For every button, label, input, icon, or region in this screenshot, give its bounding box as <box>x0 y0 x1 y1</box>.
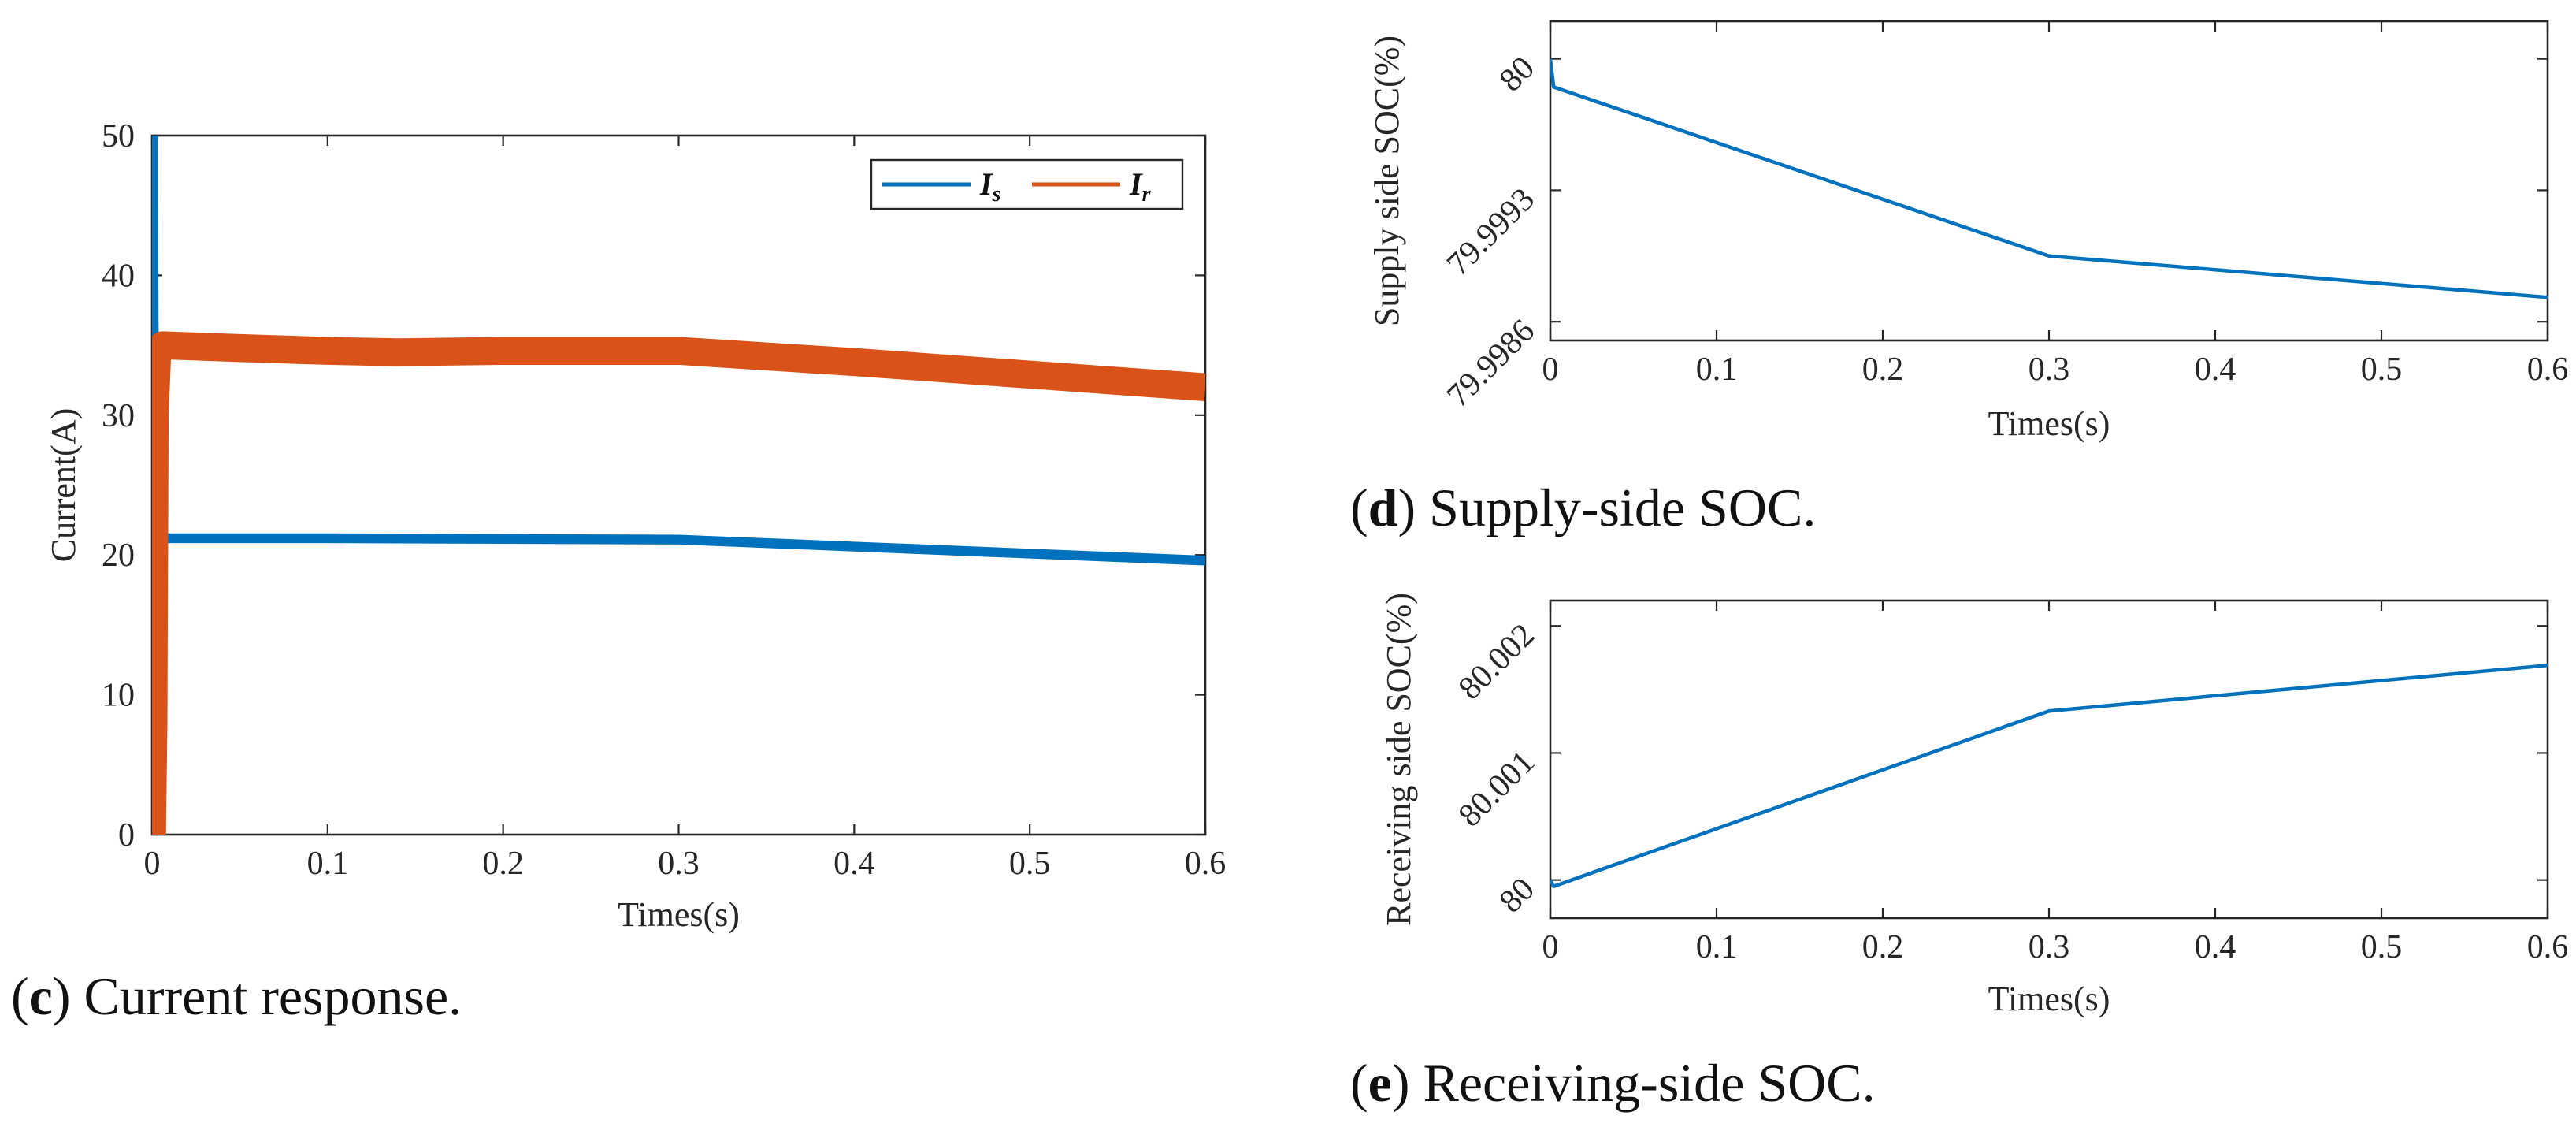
x-tick-label: 0.4 <box>2195 929 2236 965</box>
x-tick-label: 0.3 <box>2029 351 2070 388</box>
x-tick-label: 0.6 <box>1185 846 1227 882</box>
legend-label-Is: Is <box>979 166 1001 206</box>
series-group <box>1550 663 2548 888</box>
x-tick-label: 0.6 <box>2527 929 2569 965</box>
y-axis-label: Current(A) <box>44 408 83 563</box>
y-tick-label: 20 <box>102 537 135 574</box>
legend-label-Ir: Ir <box>1129 166 1152 206</box>
caption-text-c: Current response. <box>70 966 462 1026</box>
x-tick-label: 0 <box>1542 929 1559 965</box>
x-tick-label: 0.2 <box>1862 351 1904 388</box>
x-tick-label: 0.5 <box>2361 351 2403 388</box>
legend-label-main: I <box>1129 166 1143 202</box>
caption-text-e: Receiving-side SOC. <box>1409 1053 1876 1113</box>
x-tick-label: 0.4 <box>833 846 875 882</box>
caption-letter-c: c <box>28 966 53 1026</box>
caption-supply-soc: (d) Supply-side SOC. <box>1350 478 1817 537</box>
x-tick-label: 0.2 <box>1862 929 1904 965</box>
x-tick-label: 0 <box>144 846 161 882</box>
series-group <box>1550 58 2548 299</box>
x-tick-label: 0.3 <box>2029 929 2070 965</box>
series-line-supply-side-soc <box>1550 58 2548 299</box>
y-tick-label: 0 <box>118 817 135 854</box>
series-line-receiving-side-soc <box>1550 663 2548 888</box>
x-axis-label: Times(s) <box>1988 980 2110 1018</box>
y-tick-label: 40 <box>102 258 135 294</box>
caption-letter-e: e <box>1368 1053 1392 1113</box>
caption-letter-d: d <box>1368 478 1398 537</box>
x-tick-label: 0.1 <box>307 846 349 882</box>
y-axis-label: Receiving side SOC(%) <box>1379 593 1418 926</box>
legend-label-sub: s <box>992 182 1001 206</box>
x-tick-label: 0.1 <box>1696 929 1738 965</box>
x-tick-label: 0.2 <box>482 846 524 882</box>
caption-text-d: Supply-side SOC. <box>1416 478 1817 537</box>
caption-current-response: (c) Current response. <box>11 966 462 1026</box>
receiving-soc-chart: 0 0.1 0.2 0.3 0.4 0.5 0.68080.00180.002Times(s… <box>1379 593 2568 1018</box>
x-tick-label: 0.6 <box>2527 351 2569 388</box>
x-tick-label: 0.4 <box>2195 351 2236 388</box>
current-response-chart: 0 0.1 0.2 0.3 0.4 0.5 0.6 0 10 20 30 40 50 Times(s) Cu… <box>44 118 1226 934</box>
y-tick-label: 30 <box>102 398 135 434</box>
x-axis-label: Times(s) <box>618 895 740 934</box>
x-tick-label: 0.1 <box>1696 351 1738 388</box>
y-tick-label: 10 <box>102 678 135 714</box>
x-axis-label: Times(s) <box>1988 404 2110 443</box>
x-tick-label: 0.5 <box>1009 846 1051 882</box>
series-group <box>152 136 1205 835</box>
x-tick-label: 0.3 <box>658 846 700 882</box>
y-axis-label: Supply side SOC(%) <box>1368 35 1406 326</box>
y-tick-label: 50 <box>102 118 135 154</box>
caption-receiving-soc: (e) Receiving-side SOC. <box>1350 1053 1876 1113</box>
x-tick-label: 0 <box>1542 351 1559 388</box>
x-tick-label: 0.5 <box>2361 929 2403 965</box>
legend-label-main: I <box>979 166 993 202</box>
series-line-Ir <box>152 331 1205 835</box>
legend-label-sub: r <box>1142 182 1152 206</box>
